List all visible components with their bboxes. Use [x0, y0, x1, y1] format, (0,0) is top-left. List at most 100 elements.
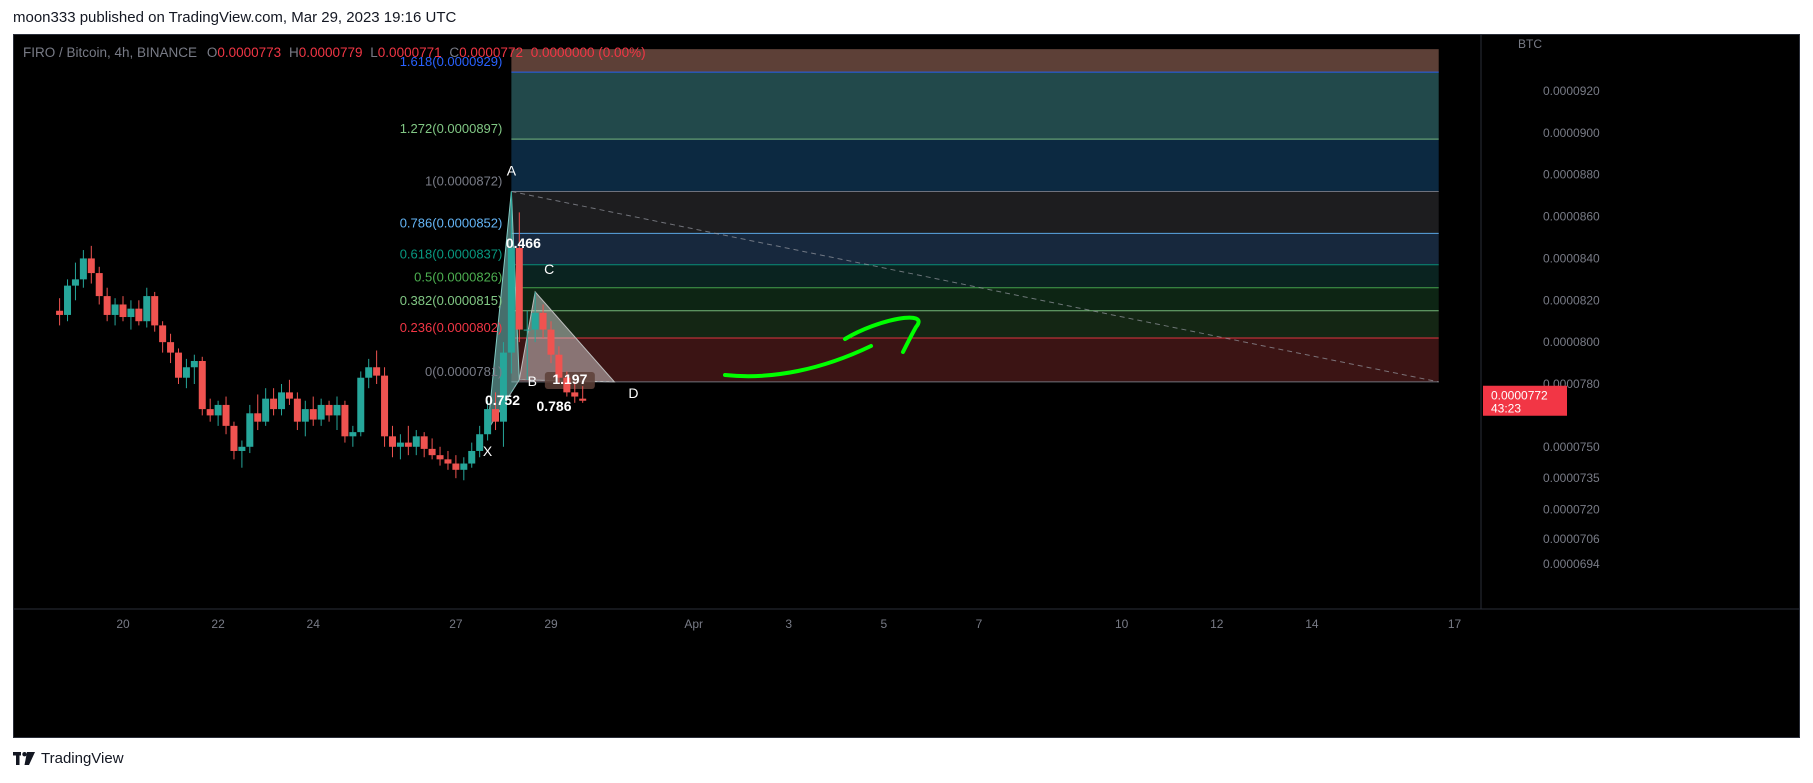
- candle-body: [71, 279, 79, 286]
- candle-body: [444, 459, 452, 464]
- pattern-point-label: X: [483, 443, 493, 459]
- candle-body: [230, 425, 238, 451]
- candle-body: [254, 413, 262, 422]
- candle-body: [317, 404, 325, 420]
- legend-open-value: 0.0000773: [217, 45, 282, 60]
- pattern-point-label: C: [544, 261, 554, 277]
- candle-body: [182, 367, 190, 378]
- y-tick-label: 0.0000735: [1543, 471, 1600, 485]
- candle-body: [333, 404, 341, 416]
- legend-change: 0.0000000 (0.00%): [530, 45, 646, 60]
- pattern-ratio-label: 0.752: [485, 392, 520, 408]
- candle-body: [246, 413, 254, 447]
- fib-zone: [511, 264, 1439, 288]
- candle-body: [119, 304, 127, 318]
- candle-body: [396, 442, 404, 447]
- candle-body: [492, 409, 500, 422]
- candle-body: [476, 434, 484, 451]
- fib-zone: [511, 337, 1439, 382]
- fib-label: 0.786(0.0000852): [400, 215, 503, 230]
- tradingview-brand[interactable]: TradingView: [13, 750, 124, 767]
- trend-line-segment: [511, 190, 1439, 383]
- candle-body: [563, 377, 571, 393]
- candle-body: [468, 450, 476, 464]
- fib-zone: [511, 233, 1439, 265]
- candle-body: [87, 258, 95, 274]
- candle-body: [571, 392, 579, 397]
- pattern-ratio-label: 0.466: [506, 235, 541, 251]
- y-tick-label: 0.0000720: [1543, 503, 1600, 517]
- candle-body: [214, 404, 222, 416]
- candle-body: [167, 342, 175, 353]
- candle-body: [95, 273, 103, 297]
- candles: [56, 191, 587, 481]
- y-tick-label: 0.0000920: [1543, 84, 1600, 98]
- candle-body: [111, 304, 119, 315]
- candle-body: [539, 312, 547, 330]
- candle-body: [103, 296, 111, 315]
- candle-body: [579, 398, 587, 401]
- y-tick-label: 0.0000840: [1543, 251, 1600, 265]
- candle-body: [64, 285, 72, 315]
- x-tick-label: 10: [1115, 617, 1129, 631]
- x-tick-label: 14: [1305, 617, 1319, 631]
- candle-body: [198, 360, 206, 410]
- fib-label: 0.618(0.0000837): [400, 247, 503, 262]
- x-tick-label: 22: [211, 617, 225, 631]
- candle-body: [293, 398, 301, 422]
- candle-body: [436, 455, 444, 460]
- candle-body: [365, 367, 373, 378]
- trend-line: [511, 190, 1439, 383]
- candle-body: [452, 463, 460, 470]
- candle-body: [373, 367, 381, 376]
- legend-high-value: 0.0000779: [298, 45, 363, 60]
- candle-body: [428, 448, 436, 456]
- candle-body: [357, 377, 365, 433]
- y-tick-label: 0.0000880: [1543, 168, 1600, 182]
- bar-countdown-label: 43:23: [1491, 402, 1521, 416]
- brand-name: TradingView: [41, 750, 124, 767]
- candle-body: [278, 392, 286, 410]
- candle-body: [507, 247, 515, 353]
- candle-body: [190, 360, 198, 368]
- tradingview-logo-icon: [13, 752, 35, 765]
- fib-zone: [511, 49, 1439, 73]
- chart-legend: FIRO / Bitcoin, 4h, BINANCE O0.0000773 H…: [23, 45, 646, 60]
- candle-body: [301, 409, 309, 422]
- fib-zone: [511, 310, 1439, 338]
- candle-body: [285, 392, 293, 399]
- candle-body: [547, 329, 555, 355]
- x-tick-label: 7: [976, 617, 983, 631]
- candle-body: [420, 436, 428, 449]
- y-tick-label: 0.0000900: [1543, 126, 1600, 140]
- price-chart[interactable]: 1.618(0.0000929) 1.272(0.0000897) 1(0.0000…: [13, 34, 1800, 738]
- y-tick-label: 0.0000860: [1543, 210, 1600, 224]
- candle-body: [349, 432, 357, 437]
- fib-label: 0(0.0000781): [425, 364, 502, 379]
- y-tick-label: 0.0000820: [1543, 293, 1600, 307]
- fib-label: 1(0.0000872): [425, 173, 502, 188]
- pattern-ratio-label: 0.786: [536, 398, 571, 414]
- fib-label: 1.272(0.0000897): [400, 121, 503, 136]
- candle-body: [388, 436, 396, 447]
- candle-body: [381, 375, 389, 437]
- x-tick-label: 12: [1210, 617, 1224, 631]
- candle-body: [222, 404, 230, 426]
- x-tick-label: 29: [544, 617, 558, 631]
- pattern-bd-line: [519, 379, 615, 383]
- candle-body: [159, 325, 167, 343]
- legend-open-label: O: [206, 45, 218, 60]
- legend-symbol: FIRO / Bitcoin, 4h, BINANCE: [23, 45, 198, 60]
- fib-label: 0.236(0.0000802): [400, 320, 503, 335]
- candle-body: [56, 310, 64, 315]
- fib-lines: [511, 71, 1439, 383]
- candle-body: [79, 258, 87, 280]
- fib-zone: [511, 191, 1439, 234]
- candle-body: [143, 296, 151, 322]
- candle-body: [515, 247, 523, 330]
- candle-body: [341, 404, 349, 437]
- pattern-xb-line: [487, 379, 520, 431]
- candle-body: [309, 409, 317, 420]
- x-tick-label: 3: [785, 617, 792, 631]
- arrow-head: [843, 315, 921, 354]
